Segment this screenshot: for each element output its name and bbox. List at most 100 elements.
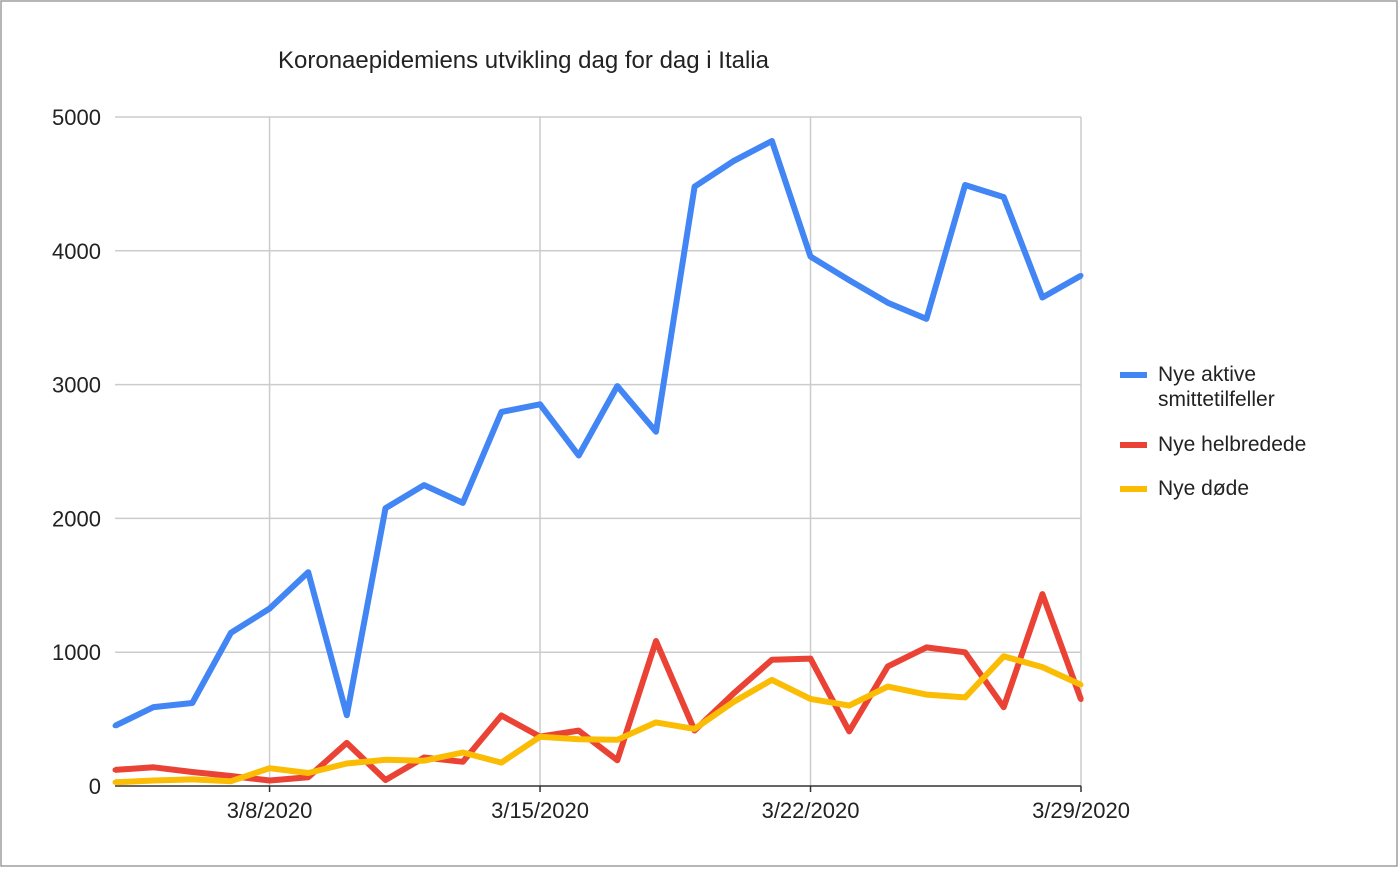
legend-label: Nye aktive smittetilfeller xyxy=(1158,363,1275,411)
data-point xyxy=(305,569,311,575)
data-point xyxy=(653,638,659,644)
legend-item: Nye døde xyxy=(1120,476,1338,501)
y-tick-label: 1000 xyxy=(52,640,101,665)
data-point xyxy=(885,300,891,306)
y-tick-label: 2000 xyxy=(52,506,101,531)
x-tick-label: 3/29/2020 xyxy=(1032,798,1130,823)
data-point xyxy=(498,712,504,718)
data-point xyxy=(228,778,234,784)
legend-item: Nye aktive smittetilfeller xyxy=(1120,362,1338,412)
data-point xyxy=(692,726,698,732)
series-line xyxy=(113,138,1083,729)
data-point xyxy=(614,757,620,763)
data-point xyxy=(846,277,852,283)
data-point xyxy=(305,774,311,780)
data-point xyxy=(885,684,891,690)
data-point xyxy=(305,770,311,776)
legend-swatch xyxy=(1120,372,1147,378)
data-point xyxy=(382,757,388,763)
data-point xyxy=(692,184,698,190)
data-point xyxy=(267,778,273,784)
legend-label: Nye helbredede xyxy=(1158,433,1307,456)
data-point xyxy=(228,630,234,636)
legend-item: Nye helbredede xyxy=(1120,432,1338,457)
data-point xyxy=(769,677,775,683)
data-point xyxy=(537,734,543,740)
data-point xyxy=(576,453,582,459)
series-lines xyxy=(112,138,1084,786)
series-2 xyxy=(112,653,1084,786)
data-point xyxy=(498,409,504,415)
data-point xyxy=(653,719,659,725)
data-point xyxy=(576,736,582,742)
data-point xyxy=(769,657,775,663)
data-point xyxy=(808,254,814,260)
data-point xyxy=(808,696,814,702)
data-point xyxy=(421,482,427,488)
data-point xyxy=(112,723,118,729)
series-line xyxy=(114,653,1083,786)
data-point xyxy=(923,644,929,650)
data-point xyxy=(1039,591,1045,597)
series-0 xyxy=(112,138,1084,729)
data-point xyxy=(1078,697,1084,703)
data-point xyxy=(769,138,775,144)
data-point xyxy=(228,773,234,779)
data-point xyxy=(382,505,388,511)
gridlines xyxy=(115,116,1082,786)
data-point xyxy=(344,761,350,767)
legend-swatch xyxy=(1120,442,1147,448)
chart-title: Koronaepidemiens utvikling dag for dag i… xyxy=(278,47,770,74)
data-point xyxy=(267,765,273,771)
data-point xyxy=(923,316,929,322)
data-point xyxy=(614,737,620,743)
data-point xyxy=(846,703,852,709)
data-point xyxy=(460,750,466,756)
series-1 xyxy=(112,591,1084,784)
data-point xyxy=(537,401,543,407)
y-tick-label: 5000 xyxy=(52,105,101,130)
data-point xyxy=(498,760,504,766)
data-point xyxy=(460,759,466,765)
data-point xyxy=(189,769,195,775)
y-tick-label: 4000 xyxy=(52,239,101,264)
data-point xyxy=(1039,294,1045,300)
data-point xyxy=(1039,664,1045,670)
legend-label: Nye døde xyxy=(1158,477,1250,500)
tick-labels: 0 1000 2000 3000 4000 5000 3/8/2020 3/15/2020 3/… xyxy=(52,105,1130,823)
x-tick-label: 3/22/2020 xyxy=(762,798,860,823)
data-point xyxy=(1078,273,1084,279)
data-point xyxy=(112,779,118,785)
data-point xyxy=(653,429,659,435)
legend-swatch xyxy=(1120,486,1147,492)
data-point xyxy=(923,692,929,698)
data-point xyxy=(846,728,852,734)
data-point xyxy=(1001,653,1007,659)
axes xyxy=(115,785,1082,792)
data-point xyxy=(614,383,620,389)
data-point xyxy=(189,776,195,782)
data-point xyxy=(1001,194,1007,200)
data-point xyxy=(151,764,157,770)
data-point xyxy=(189,700,195,706)
data-point xyxy=(382,777,388,783)
data-point xyxy=(962,182,968,188)
data-point xyxy=(885,663,891,669)
data-point xyxy=(730,158,736,164)
data-point xyxy=(151,778,157,784)
data-point xyxy=(112,767,118,773)
data-point xyxy=(962,649,968,655)
data-point xyxy=(421,758,427,764)
data-point xyxy=(730,699,736,705)
data-point xyxy=(460,500,466,506)
x-tick-label: 3/8/2020 xyxy=(227,798,313,823)
data-point xyxy=(962,694,968,700)
series-line xyxy=(114,591,1084,784)
data-point xyxy=(1078,682,1084,688)
data-point xyxy=(576,728,582,734)
data-point xyxy=(344,712,350,718)
data-point xyxy=(267,606,273,612)
data-point xyxy=(1001,704,1007,710)
